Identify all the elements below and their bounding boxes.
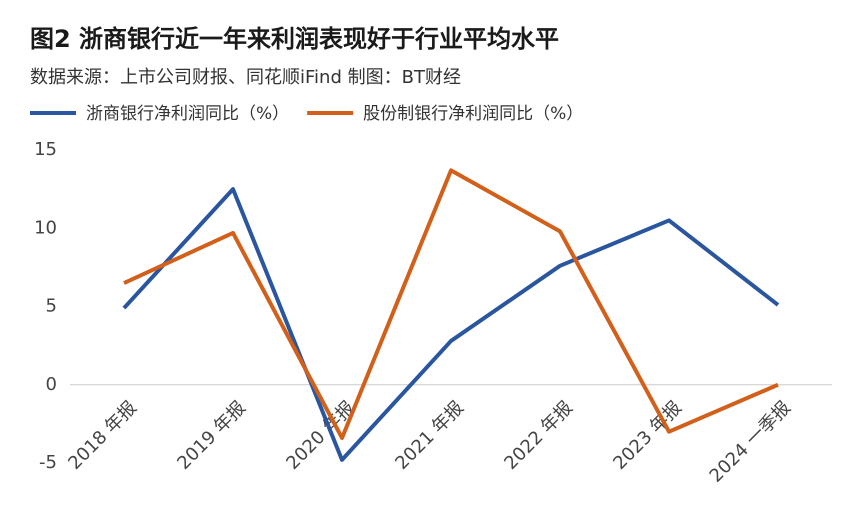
x-tick-label: 2021 年报 bbox=[391, 397, 468, 474]
x-tick-label: 2022 年报 bbox=[500, 397, 577, 474]
x-tick-label: 2019 年报 bbox=[173, 397, 250, 474]
y-tick-label: -5 bbox=[39, 452, 57, 473]
series-line bbox=[123, 168, 779, 440]
y-tick-label: 15 bbox=[34, 139, 57, 160]
y-tick-label: 0 bbox=[46, 374, 57, 395]
chart-title: 图2 浙商银行近一年来利润表现好于行业平均水平 bbox=[30, 25, 559, 53]
legend-label: 浙商银行净利润同比（%） bbox=[86, 104, 289, 124]
series-line bbox=[122, 187, 780, 462]
x-tick-label: 2023 年报 bbox=[609, 397, 686, 474]
legend-label: 股份制银行净利润同比（%） bbox=[363, 104, 583, 124]
y-tick-label: 10 bbox=[34, 217, 57, 238]
chart-subtitle: 数据来源：上市公司财报、同花顺iFind 制图：BT财经 bbox=[30, 67, 461, 88]
x-tick-label: 2018 年报 bbox=[64, 397, 141, 474]
y-tick-label: 5 bbox=[46, 296, 57, 317]
